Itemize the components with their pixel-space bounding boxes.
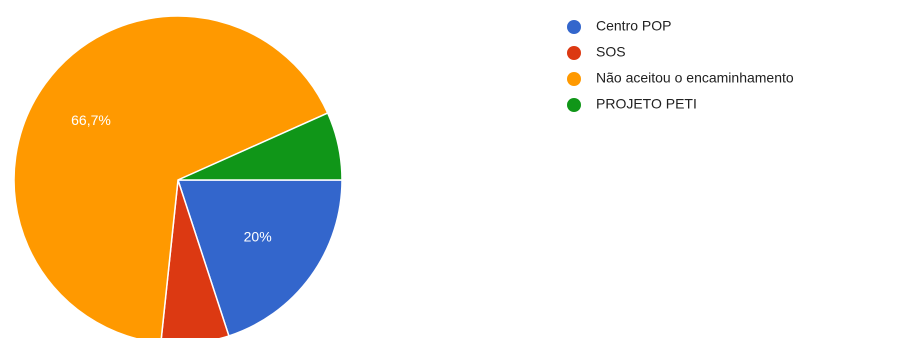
pie-slice-nao-aceitou-o-encaminhamento [13, 15, 329, 338]
pie-slices [13, 15, 343, 338]
pie-slice-label: 66,7% [71, 112, 111, 128]
pie-slice-sos [160, 179, 230, 338]
legend-label: SOS [596, 44, 626, 60]
pie-slice-label: 20% [244, 228, 272, 244]
legend-label: Não aceitou o encaminhamento [596, 70, 794, 86]
legend-item: SOS [567, 44, 626, 60]
legend-item: PROJETO PETI [567, 96, 697, 112]
legend-item: Centro POP [567, 18, 671, 34]
legend: Centro POP SOS Não aceitou o encaminhament… [567, 18, 794, 112]
legend-swatch [567, 98, 581, 112]
legend-swatch [567, 46, 581, 60]
legend-swatch [567, 20, 581, 34]
legend-swatch [567, 72, 581, 86]
pie-slice-projeto-peti [177, 112, 343, 181]
legend-item: Não aceitou o encaminhamento [567, 70, 794, 86]
legend-label: PROJETO PETI [596, 96, 697, 112]
pie-slice-labels: 20% 66,7% [71, 112, 272, 244]
legend-label: Centro POP [596, 18, 671, 34]
pie-slice-centro-pop [176, 179, 343, 337]
